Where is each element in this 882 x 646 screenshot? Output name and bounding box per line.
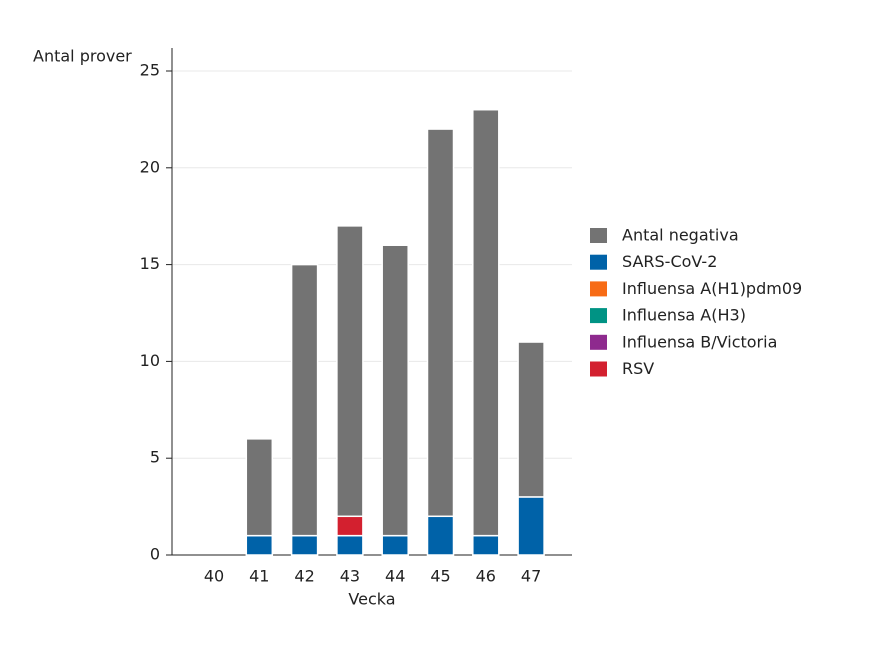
x-axis-label: Vecka [348,590,395,609]
x-tick-label: 44 [385,567,405,586]
legend-swatch [590,334,607,350]
bar-segment [381,244,409,537]
legend-label: Influensa B/Victoria [622,332,777,351]
bar-segment [336,225,364,518]
y-tick-label: 20 [140,157,160,176]
bar-segment [381,534,409,556]
legend-label: Antal negativa [622,226,739,245]
y-tick-label: 25 [140,61,160,80]
x-tick-label: 43 [340,567,360,586]
legend-swatch [590,281,607,297]
x-tick-label: 40 [204,567,224,586]
bar-segment [245,534,274,556]
legend-swatch [590,361,607,377]
legend-label: RSV [622,359,654,378]
bar-segment [290,534,319,556]
x-tick-label: 47 [521,567,541,586]
legend-label: Influensa A(H3) [622,306,746,325]
y-tick-label: 10 [140,351,160,370]
legend-swatch [590,254,607,270]
bar-segment [517,496,545,556]
legend-label: SARS-CoV-2 [622,252,717,271]
bar-segment [426,515,455,556]
y-tick-label: 0 [150,545,160,564]
legend-label: Influensa A(H1)pdm09 [622,279,802,298]
y-axis-label: Antal prover [33,47,132,66]
x-tick-label: 41 [249,567,269,586]
bar-segment [290,263,319,537]
x-tick-label: 45 [430,567,450,586]
legend-swatch [590,308,607,324]
legend-swatch [590,228,607,243]
bar-segment [472,108,500,537]
bar-segment [336,534,364,556]
x-tick-label: 42 [294,567,314,586]
bar-segment [517,341,545,498]
bar-segment [336,515,364,537]
y-tick-label: 15 [140,254,160,273]
x-tick-label: 46 [476,567,496,586]
bar-segment [472,534,500,556]
bar-segment [245,438,274,537]
bar-segment [426,128,455,518]
y-tick-label: 5 [150,448,160,467]
